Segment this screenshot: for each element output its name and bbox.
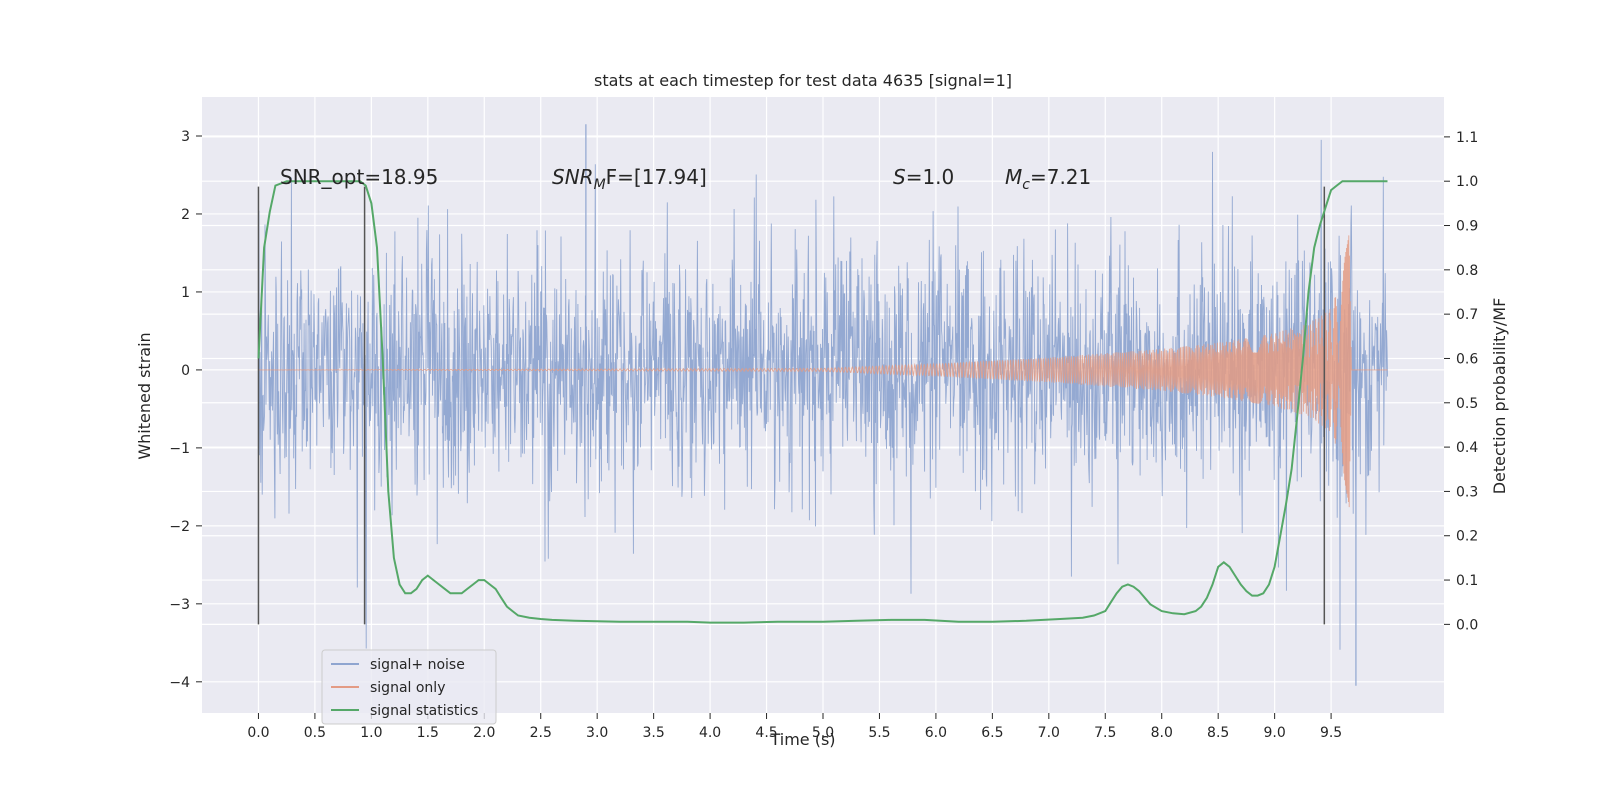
y-right-tick-label: 1.1 [1456,130,1478,146]
y-left-tick-label: 3 [181,129,190,145]
x-tick-label: 5.0 [812,725,834,741]
line-signal-statistics [257,180,1388,624]
y-right-tick-label: 0.5 [1456,396,1478,412]
x-tick-label: 8.0 [1151,725,1173,741]
annotation-mc: Mc=7.21 [1005,165,1091,193]
y-right-axis-label: Detection probability/MF [1490,298,1509,495]
y-right-tick-label: 0.3 [1456,484,1478,500]
x-axis-label: Time (s) [769,730,835,749]
y-left-axis-label: Whitened strain [135,332,154,459]
y-left-axis-ticks: 3 2 1 0 −1 −2 −3 −4 [169,129,202,691]
annotation-s-suffix: =1.0 [906,165,955,189]
x-tick-label: 2.0 [473,725,495,741]
annotation-mc-sub: c [1022,177,1030,193]
series-signal-statistics [257,180,1388,624]
legend-box [321,649,497,725]
annotation-snr-mf-prefix: SNR [552,165,594,189]
annotation-snr-mf: SNRMF=[17.94] [552,165,707,193]
x-tick-label: 9.0 [1264,725,1286,741]
annotation-s-prefix: S [893,165,906,189]
x-tick-label: 3.5 [643,725,665,741]
y-left-tick-label: −2 [169,519,190,535]
x-tick-label: 0.5 [304,725,326,741]
y-left-tick-label: −4 [169,675,190,691]
y-right-tick-label: 0.8 [1456,263,1478,279]
x-tick-label: 9.5 [1320,725,1342,741]
annotation-mc-suffix: =7.21 [1030,165,1091,189]
x-tick-label: 5.5 [868,725,890,741]
line-signal-only [258,235,1388,508]
legend-label: signal only [370,680,445,696]
legend-label: signal+ noise [370,657,465,673]
x-tick-label: 6.5 [981,725,1003,741]
annotation-snr-mf-sub: M [594,177,606,193]
legend: signal+ noise signal only signal statistic… [321,649,497,725]
x-tick-label: 1.0 [360,725,382,741]
chart-title: stats at each timestep for test data 463… [594,71,1012,90]
y-left-tick-label: 0 [181,363,190,379]
y-right-axis-ticks: 1.1 1.0 0.9 0.8 0.7 0.6 0.5 0.4 0.3 0.2 0.1 0.0 [1444,130,1478,633]
y-right-tick-label: 0.2 [1456,529,1478,545]
annotations: SNR_opt=18.95 SNRMF=[17.94] S=1.0 Mc=7.2… [280,165,1091,193]
x-tick-label: 6.0 [925,725,947,741]
x-tick-label: 4.5 [755,725,777,741]
y-left-tick-label: −3 [169,597,190,613]
x-tick-label: 7.0 [1038,725,1060,741]
y-left-tick-label: −1 [169,441,190,457]
y-right-tick-label: 0.1 [1456,573,1478,589]
annotation-snr-mf-suffix: F=[17.94] [606,165,707,189]
y-right-tick-label: 0.6 [1456,351,1478,367]
y-right-tick-label: 0.7 [1456,307,1478,323]
x-tick-label: 7.5 [1094,725,1116,741]
x-tick-label: 2.5 [530,725,552,741]
y-right-tick-label: 0.4 [1456,440,1478,456]
y-left-tick-label: 2 [181,207,190,223]
legend-label: signal statistics [370,703,478,719]
y-right-tick-label: 0.9 [1456,219,1478,235]
annotation-s: S=1.0 [893,165,954,189]
x-tick-label: 0.0 [247,725,269,741]
x-tick-label: 1.5 [417,725,439,741]
plot-content [257,124,1388,686]
y-right-tick-label: 1.0 [1456,174,1478,190]
annotation-mc-prefix: M [1005,165,1022,189]
y-right-tick-label: 0.0 [1456,617,1478,633]
x-tick-label: 3.0 [586,725,608,741]
series-signal-only [258,235,1388,508]
annotation-snr-opt: SNR_opt=18.95 [280,165,438,189]
x-tick-label: 4.0 [699,725,721,741]
x-axis-ticks: 0.0 0.5 1.0 1.5 2.0 2.5 3.0 3.5 4.0 4.5 5.0 5.5 6.0 6… [247,713,1342,741]
vertical-markers [257,186,1326,625]
y-left-tick-label: 1 [181,285,190,301]
x-tick-label: 8.5 [1207,725,1229,741]
